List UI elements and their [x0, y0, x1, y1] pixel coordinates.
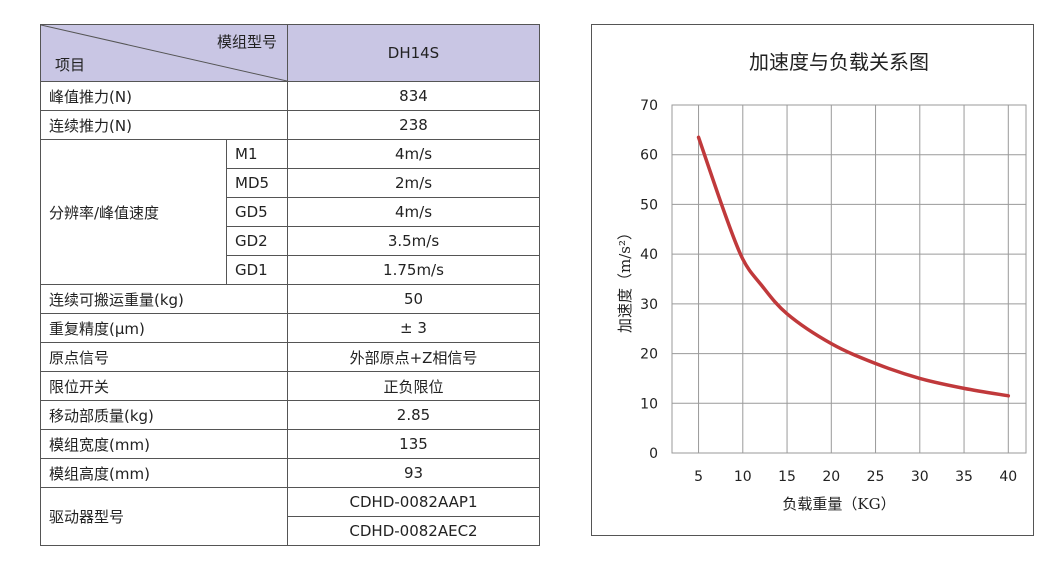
plot-area: [671, 104, 1027, 454]
row-value: ± 3: [287, 313, 540, 343]
row-label: 驱动器型号: [40, 487, 288, 546]
table-row: 原点信号 外部原点+Z相信号: [40, 342, 540, 372]
spec-table: 模组型号 项目 DH14S 峰值推力(N) 834 连续推力(N) 238 分辨…: [40, 24, 540, 546]
resolution-code: GD2: [226, 226, 288, 256]
row-value: 93: [287, 458, 540, 488]
table-row: 驱动器型号 CDHD-0082AAP1: [40, 487, 540, 546]
header-model-label: 模组型号: [216, 33, 277, 51]
y-tick-label: 50: [640, 197, 658, 213]
table-row: 限位开关 正负限位: [40, 371, 540, 401]
x-tick-label: 5: [694, 469, 703, 485]
x-tick-label: 35: [955, 469, 973, 485]
table-row: 峰值推力(N) 834: [40, 81, 540, 111]
y-tick-label: 60: [640, 148, 658, 164]
y-tick-label: 30: [640, 297, 658, 313]
series-line: [696, 135, 1011, 398]
resolution-speed: 1.75m/s: [287, 255, 540, 285]
chart-svg: 加速度与负载关系图 0 10 20 30 40 50 60 70 5 10 15 20 25 30 35 40 负…: [616, 50, 1027, 513]
y-tick-label: 70: [640, 98, 658, 114]
header-item-label: 项目: [55, 56, 86, 74]
row-label: 峰值推力(N): [40, 81, 288, 111]
table-row: GD2 3.5m/s: [41, 226, 540, 256]
y-tick-label: 0: [649, 446, 658, 462]
resolution-speed: 4m/s: [287, 197, 540, 227]
x-tick-label: 20: [822, 469, 840, 485]
diagonal-line: [41, 25, 287, 81]
y-tick-label: 10: [640, 396, 658, 412]
row-label: 模组高度(mm): [40, 458, 288, 488]
driver-model-value: CDHD-0082AEC2: [287, 516, 540, 546]
chart-title: 加速度与负载关系图: [749, 50, 929, 74]
row-value: 50: [287, 284, 540, 314]
acceleration-load-chart: 加速度与负载关系图 0 10 20 30 40 50 60 70 5 10 15 20 25 30 35 40 负…: [591, 24, 1034, 536]
table-row: 模组宽度(mm) 135: [40, 429, 540, 459]
resolution-code: MD5: [226, 168, 288, 198]
resolution-speed: 2m/s: [287, 168, 540, 198]
x-tick-label: 10: [734, 469, 752, 485]
row-value: 238: [287, 110, 540, 140]
table-row: CDHD-0082AEC2: [41, 516, 540, 546]
x-tick-label: 30: [911, 469, 929, 485]
table-row: MD5 2m/s: [41, 168, 540, 198]
row-value: 正负限位: [287, 371, 540, 401]
resolution-speed: 4m/s: [287, 139, 540, 169]
table-row: 重复精度(μm) ± 3: [40, 313, 540, 343]
resolution-label: 分辨率/峰值速度: [40, 139, 227, 285]
row-label: 重复精度(μm): [40, 313, 288, 343]
row-label: 连续推力(N): [40, 110, 288, 140]
table-row: 分辨率/峰值速度 M1 4m/s: [40, 139, 540, 285]
row-value: 外部原点+Z相信号: [287, 342, 540, 372]
row-label: 连续可搬运重量(kg): [40, 284, 288, 314]
row-value: 834: [287, 81, 540, 111]
y-tick-label: 20: [640, 347, 658, 363]
table-row: 连续推力(N) 238: [40, 110, 540, 140]
driver-model-value: CDHD-0082AAP1: [287, 487, 540, 517]
resolution-speed: 3.5m/s: [287, 226, 540, 256]
row-value: 2.85: [287, 400, 540, 430]
table-row: 连续可搬运重量(kg) 50: [40, 284, 540, 314]
row-label: 模组宽度(mm): [40, 429, 288, 459]
y-tick-label: 40: [640, 247, 658, 263]
x-tick-label: 40: [999, 469, 1017, 485]
row-label: 移动部质量(kg): [40, 400, 288, 430]
row-value: 135: [287, 429, 540, 459]
x-tick-label: 25: [867, 469, 885, 485]
header-diagonal-cell: 模组型号 项目: [40, 24, 288, 82]
table-row: 模组高度(mm) 93: [40, 458, 540, 488]
row-label: 原点信号: [40, 342, 288, 372]
resolution-code: M1: [226, 139, 288, 169]
resolution-code: GD5: [226, 197, 288, 227]
y-axis-label: 加速度（m/s²）: [616, 225, 634, 333]
row-label: 限位开关: [40, 371, 288, 401]
x-tick-label: 15: [778, 469, 796, 485]
x-axis-label: 负载重量（KG）: [782, 495, 895, 513]
header-model-value: DH14S: [287, 24, 540, 82]
resolution-code: GD1: [226, 255, 288, 285]
table-row: 移动部质量(kg) 2.85: [40, 400, 540, 430]
table-header-row: 模组型号 项目 DH14S: [40, 24, 540, 82]
